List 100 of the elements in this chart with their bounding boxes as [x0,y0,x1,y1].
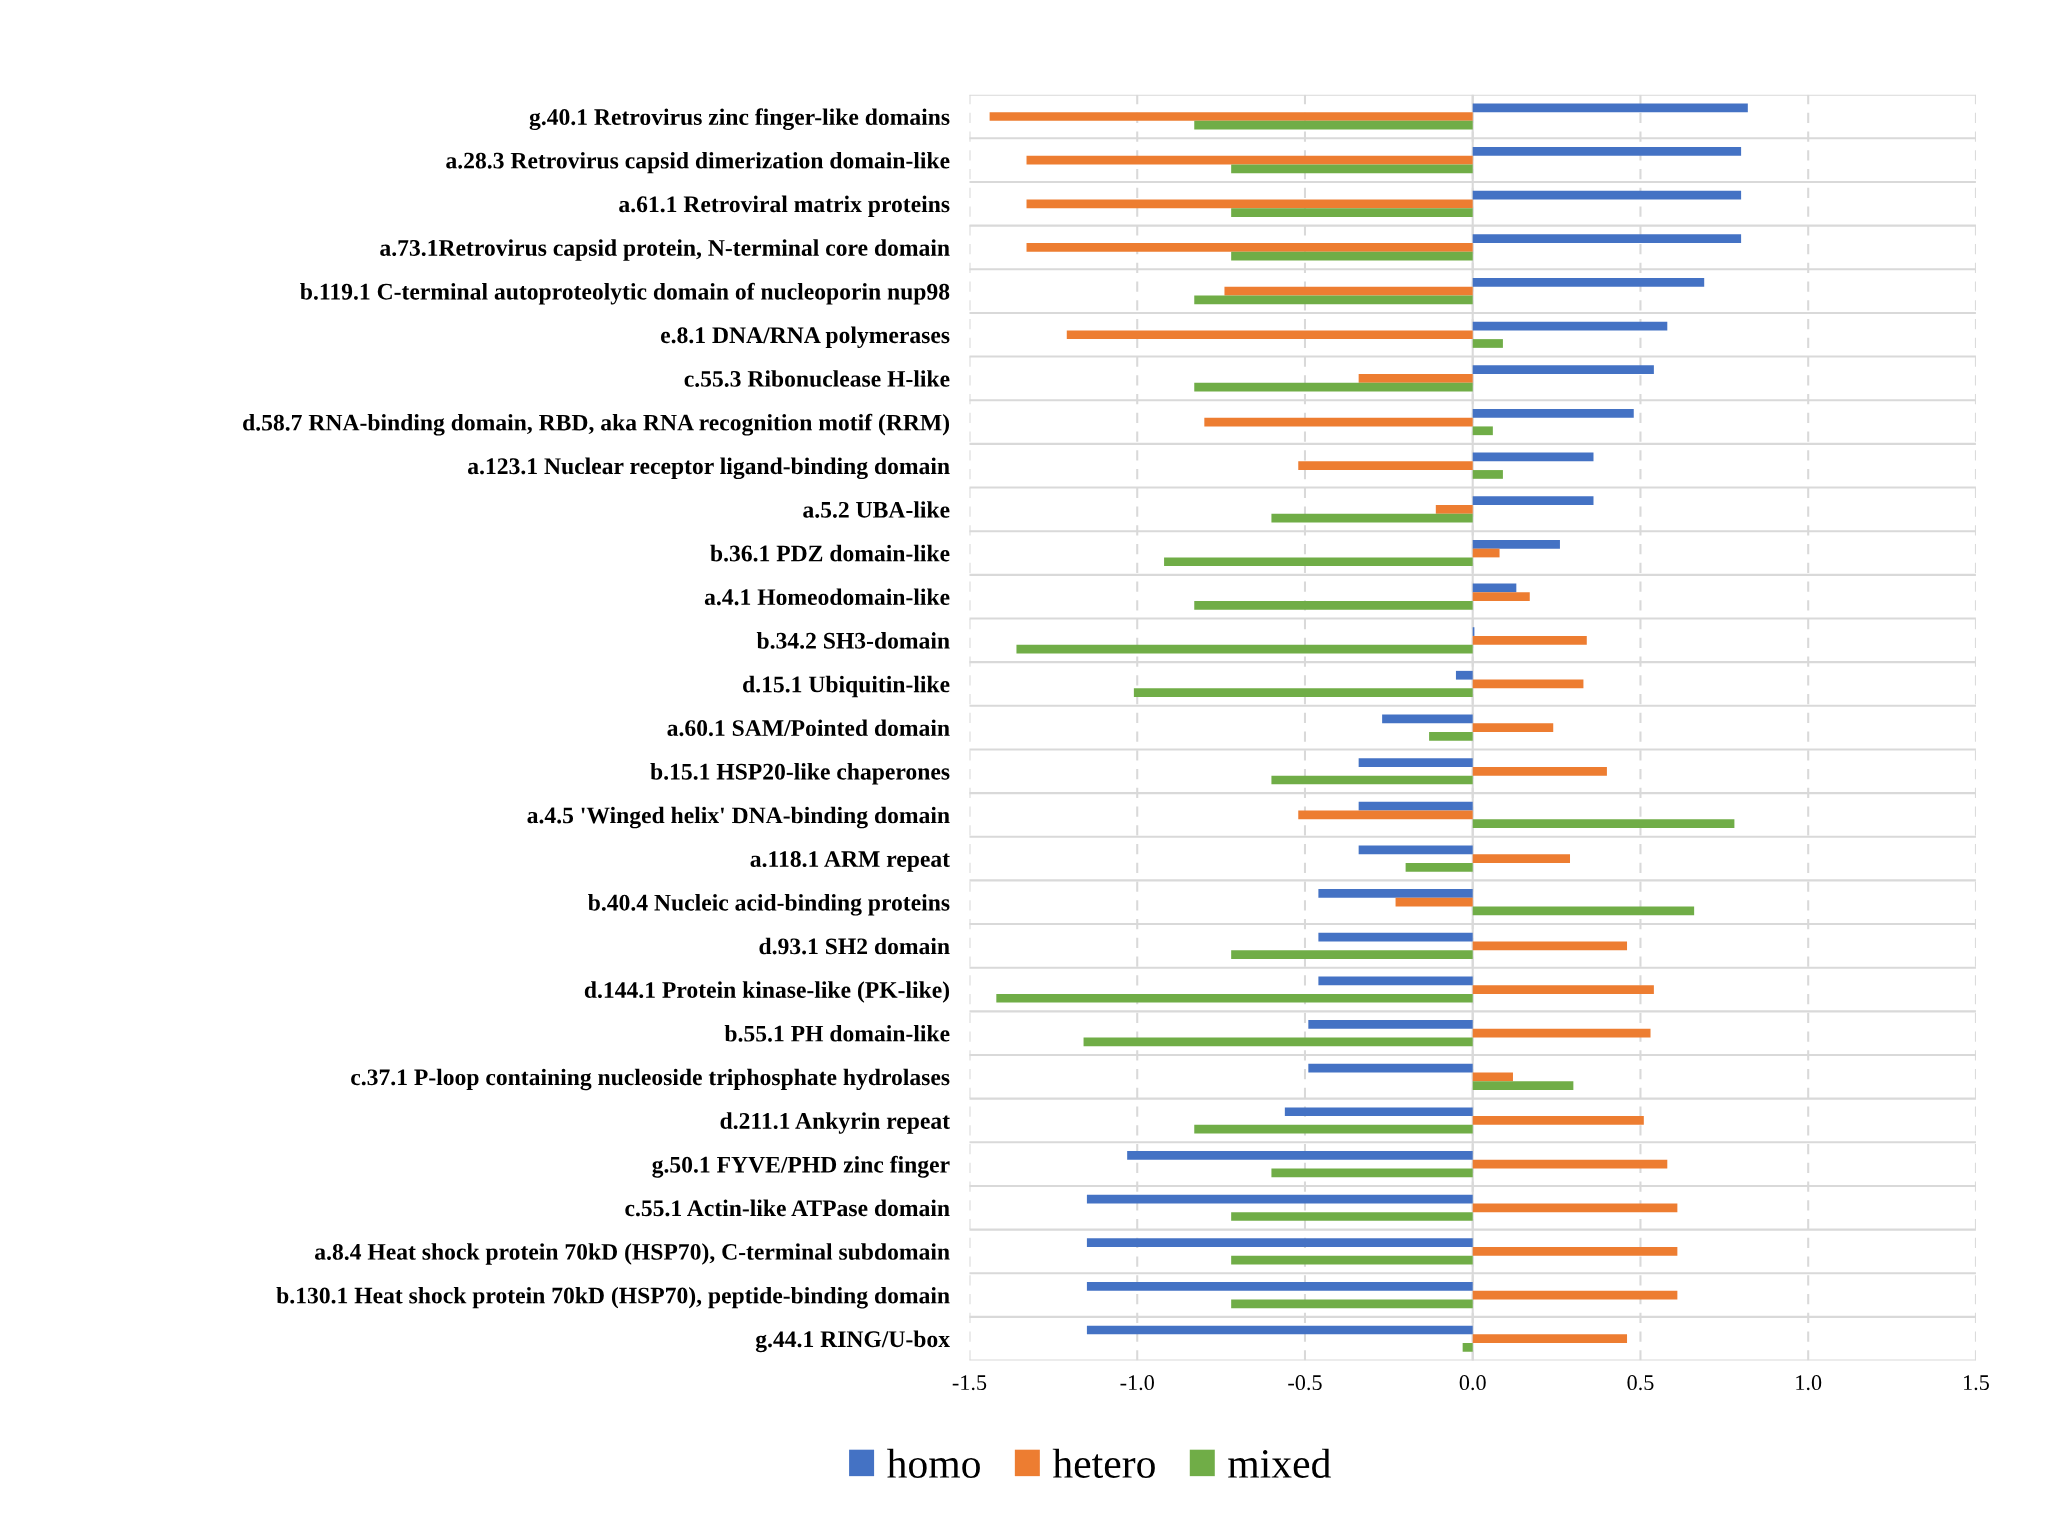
bar [1472,854,1571,863]
bar [1231,251,1473,261]
bar [1472,365,1654,375]
bar [1472,1159,1668,1169]
x-tick-label: 0.5 [1627,1375,1654,1391]
bar [1455,670,1473,680]
y-tick-label: a.73.1Retrovirus capsid protein, N-terminal core domain [380,239,950,261]
legend-label: hetero [1052,1448,1155,1479]
bar [1194,382,1473,392]
bar [1472,278,1705,287]
bar [1194,120,1473,130]
bar [1358,758,1473,767]
bar [1133,688,1473,698]
y-tick-label: b.15.1 HSP20-like chaperones [650,763,950,785]
x-tick-label: 1.5 [1964,1375,1989,1391]
y-tick-label: b.34.2 SH3-domain [756,632,950,649]
bar [1066,330,1473,340]
bar [1164,557,1473,567]
bar [1231,950,1473,959]
y-tick-label: d.58.7 RNA-binding domain, RBD, aka RNA recognition motif (RRM) [243,413,950,436]
y-tick-label: a.28.3 Retrovirus capsid dimerization domain-like [446,151,950,174]
bar [1231,1255,1473,1265]
bar [1382,714,1473,724]
bar [1026,243,1473,252]
bar [1472,635,1587,645]
bar [1086,1238,1473,1248]
bar [1472,1290,1678,1300]
y-tick-label: a.8.4 Heat shock protein 70kD (HSP70), C-terminal subdomain [315,1243,950,1265]
bar [1472,819,1735,829]
bar [1395,897,1473,907]
bar [1284,1107,1473,1117]
bar [1472,723,1554,732]
y-tick-label: a.118.1 ARM repeat [750,851,950,872]
bar [1472,548,1500,558]
x-tick-label: 0.0 [1459,1375,1486,1391]
bar [1086,1281,1473,1291]
y-tick-label: b.130.1 Heat shock protein 70kD (HSP70), peptide-binding domain [276,1286,950,1309]
x-tick-label: -1.5 [952,1375,987,1391]
bar [1194,295,1473,305]
bar [1204,417,1473,427]
bar [1435,504,1473,514]
bar [1224,286,1473,296]
legend-label: homo [887,1448,980,1479]
y-tick-label: a.123.1 Nuclear receptor ligand-binding domain [468,457,950,480]
y-tick-label: c.55.1 Actin-like ATPase domain [625,1199,950,1217]
bar [1194,1124,1473,1134]
y-tick-label: g.44.1 RING/U-box [755,1330,950,1353]
legend-label: mixed [1228,1448,1331,1479]
bar [1271,1168,1473,1178]
bar [1472,583,1517,593]
bar [1231,1299,1473,1309]
bar [1308,1063,1473,1073]
y-tick-label: b.55.1 PH domain-like [724,1024,950,1042]
bar [1472,1247,1678,1256]
bar [1318,976,1473,986]
bar [1231,1212,1473,1221]
y-tick-label: e.8.1 DNA/RNA polymerases [660,326,950,349]
bar [1472,1081,1574,1090]
y-tick-label: d.15.1 Ubiquitin-like [743,675,950,698]
bar [1472,103,1748,113]
y-tick-label: d.93.1 SH2 domain [759,937,950,955]
bar [1472,1028,1651,1038]
bar [1194,601,1473,610]
bar [1271,513,1473,523]
y-tick-label: g.40.1 Retrovirus zinc finger-like domains [529,108,950,131]
bar [1472,496,1594,505]
bar [1472,452,1594,462]
y-tick-label: g.50.1 FYVE/PHD zinc finger [652,1155,950,1178]
x-tick-label: -0.5 [1288,1375,1322,1391]
y-tick-label: c.55.3 Ribonuclease H-like [684,370,950,387]
bar [989,112,1473,121]
bar [1083,1037,1473,1047]
bar [1127,1151,1473,1160]
bar [1472,147,1742,156]
bar [1318,932,1473,942]
bar [996,993,1473,1003]
bar [1472,941,1628,951]
bar [1472,906,1695,916]
bar [1462,1343,1473,1352]
bar [1472,1116,1644,1125]
y-tick-label: b.40.4 Nucleic acid-binding proteins [588,894,950,916]
bar [1086,1194,1473,1204]
bar [1429,731,1473,741]
bar [1472,408,1634,418]
bar [1472,679,1584,689]
bar [1026,199,1473,209]
bar [1231,164,1473,174]
y-tick-label: d.144.1 Protein kinase-like (PK-like) [584,981,950,1003]
bar [1472,190,1742,200]
bar [1271,775,1473,785]
y-tick-label: a.60.1 SAM/Pointed domain [667,719,950,737]
bar [1472,321,1668,331]
bar [1086,1325,1473,1335]
bar [1472,426,1493,436]
bar [1298,810,1473,820]
bar [1318,889,1473,898]
bar [1472,470,1503,479]
bar [1405,862,1473,872]
bar [1358,845,1473,855]
y-tick-label: d.211.1 Ankyrin repeat [720,1112,950,1134]
